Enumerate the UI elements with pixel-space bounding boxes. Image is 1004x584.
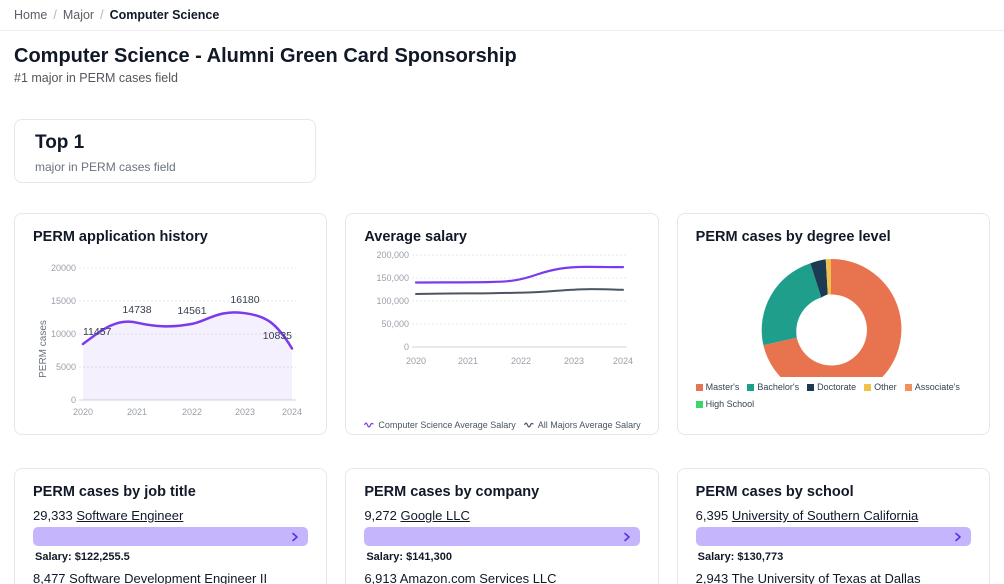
svg-text:5000: 5000: [56, 362, 76, 372]
svg-text:14738: 14738: [122, 304, 151, 316]
svg-text:2024: 2024: [282, 407, 302, 417]
svg-text:20000: 20000: [51, 263, 76, 273]
svg-text:11457: 11457: [83, 326, 112, 338]
svg-text:10835: 10835: [263, 330, 292, 342]
svg-text:50,000: 50,000: [382, 319, 410, 329]
svg-text:PERM cases: PERM cases: [38, 320, 49, 378]
svg-text:2020: 2020: [73, 407, 93, 417]
svg-text:100,000: 100,000: [377, 296, 410, 306]
svg-text:2023: 2023: [235, 407, 255, 417]
svg-text:14561: 14561: [177, 305, 206, 317]
svg-text:200,000: 200,000: [377, 250, 410, 260]
svg-text:0: 0: [71, 395, 76, 405]
svg-text:2022: 2022: [182, 407, 202, 417]
svg-text:0: 0: [404, 342, 409, 352]
svg-text:10000: 10000: [51, 329, 76, 339]
svg-text:2024: 2024: [613, 356, 633, 366]
svg-text:150,000: 150,000: [377, 273, 410, 283]
svg-text:2020: 2020: [406, 356, 426, 366]
svg-text:16180: 16180: [230, 294, 259, 306]
svg-text:2022: 2022: [511, 356, 531, 366]
svg-text:2023: 2023: [564, 356, 584, 366]
svg-text:2021: 2021: [458, 356, 478, 366]
svg-text:15000: 15000: [51, 296, 76, 306]
svg-text:2021: 2021: [127, 407, 147, 417]
